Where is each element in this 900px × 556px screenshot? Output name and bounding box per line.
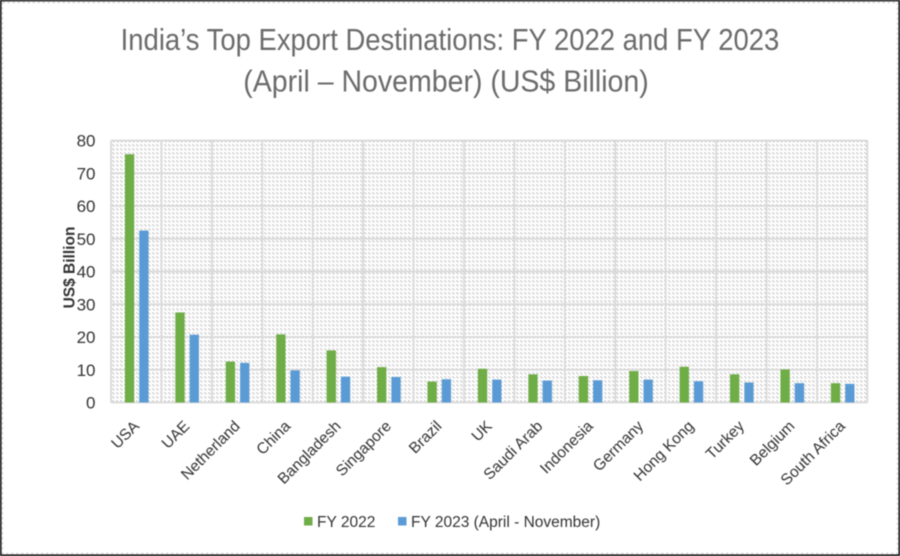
svg-text:0: 0 (86, 394, 95, 413)
svg-text:60: 60 (77, 197, 96, 216)
svg-text:10: 10 (77, 361, 96, 380)
svg-text:US$ Billion: US$ Billion (62, 227, 79, 309)
svg-text:80: 80 (77, 132, 96, 151)
svg-text:India’s Top Export Destination: India’s Top Export Destinations: FY 2022… (121, 22, 780, 57)
svg-text:FY 2023 (April - November): FY 2023 (April - November) (411, 514, 600, 531)
svg-text:50: 50 (77, 230, 96, 249)
svg-text:40: 40 (77, 263, 96, 282)
svg-text:30: 30 (77, 295, 96, 314)
svg-text:FY 2022: FY 2022 (317, 514, 375, 531)
svg-text:70: 70 (77, 164, 96, 183)
svg-text:20: 20 (77, 328, 96, 347)
svg-text:(April – November) (US$ Billio: (April – November) (US$ Billion) (243, 64, 648, 98)
